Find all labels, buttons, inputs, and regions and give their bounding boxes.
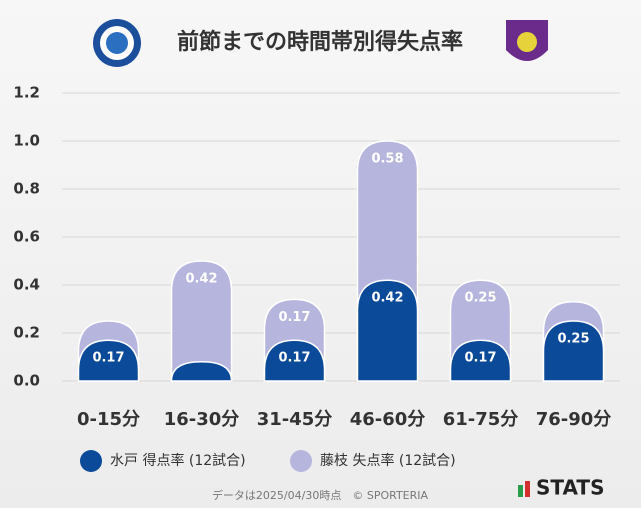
data-label: 0.17 bbox=[278, 310, 310, 325]
data-label: 0.42 bbox=[185, 272, 217, 287]
bar-segment bbox=[263, 339, 326, 382]
data-label: 0.25 bbox=[464, 291, 496, 306]
legend-label: 水戸 得点率 (12試合) bbox=[110, 452, 246, 469]
plot: 0.0 0.2 0.4 0.6 0.8 1.0 1.2 0-15分 0.17 16-30分 0.42… bbox=[13, 84, 620, 430]
x-tick-label: 31-45分 bbox=[257, 409, 333, 430]
brand-logo: STATS bbox=[518, 476, 604, 500]
bar-segment bbox=[542, 320, 605, 382]
bar-segment bbox=[170, 260, 233, 382]
chart-title: 前節までの時間帯別得失点率 bbox=[177, 29, 463, 55]
legend-swatch bbox=[290, 450, 312, 472]
x-tick-label: 16-30分 bbox=[164, 409, 240, 430]
brand: STATS bbox=[536, 476, 604, 500]
y-tick-label: 1.2 bbox=[13, 84, 40, 102]
bar-segment bbox=[77, 339, 140, 382]
legend-label: 藤枝 失点率 (12試合) bbox=[320, 452, 456, 469]
data-label: 0.17 bbox=[278, 351, 310, 366]
bar-segment bbox=[449, 339, 512, 382]
legend-swatch bbox=[80, 450, 102, 472]
data-label: 0.42 bbox=[371, 291, 403, 306]
x-tick-label: 46-60分 bbox=[350, 409, 426, 430]
y-tick-label: 1.0 bbox=[13, 132, 40, 150]
x-tick-label: 61-75分 bbox=[443, 409, 519, 430]
y-tick-label: 0.0 bbox=[13, 372, 40, 390]
y-tick-label: 0.6 bbox=[13, 228, 40, 246]
x-tick-label: 76-90分 bbox=[536, 409, 612, 430]
data-label: 0.25 bbox=[557, 332, 589, 347]
footer: データは2025/04/30時点 © SPORTERIA bbox=[212, 488, 429, 502]
data-label: 0.17 bbox=[464, 351, 496, 366]
home-logo bbox=[93, 19, 141, 67]
data-label: 0.58 bbox=[371, 152, 403, 167]
data-label: 0.17 bbox=[92, 351, 124, 366]
away-logo bbox=[506, 20, 548, 61]
y-tick-label: 0.2 bbox=[13, 324, 40, 342]
bar-segment bbox=[170, 361, 233, 382]
y-tick-label: 0.4 bbox=[13, 276, 40, 294]
bar-segment bbox=[356, 279, 419, 382]
y-tick-label: 0.8 bbox=[13, 180, 40, 198]
x-tick-label: 0-15分 bbox=[77, 409, 140, 430]
